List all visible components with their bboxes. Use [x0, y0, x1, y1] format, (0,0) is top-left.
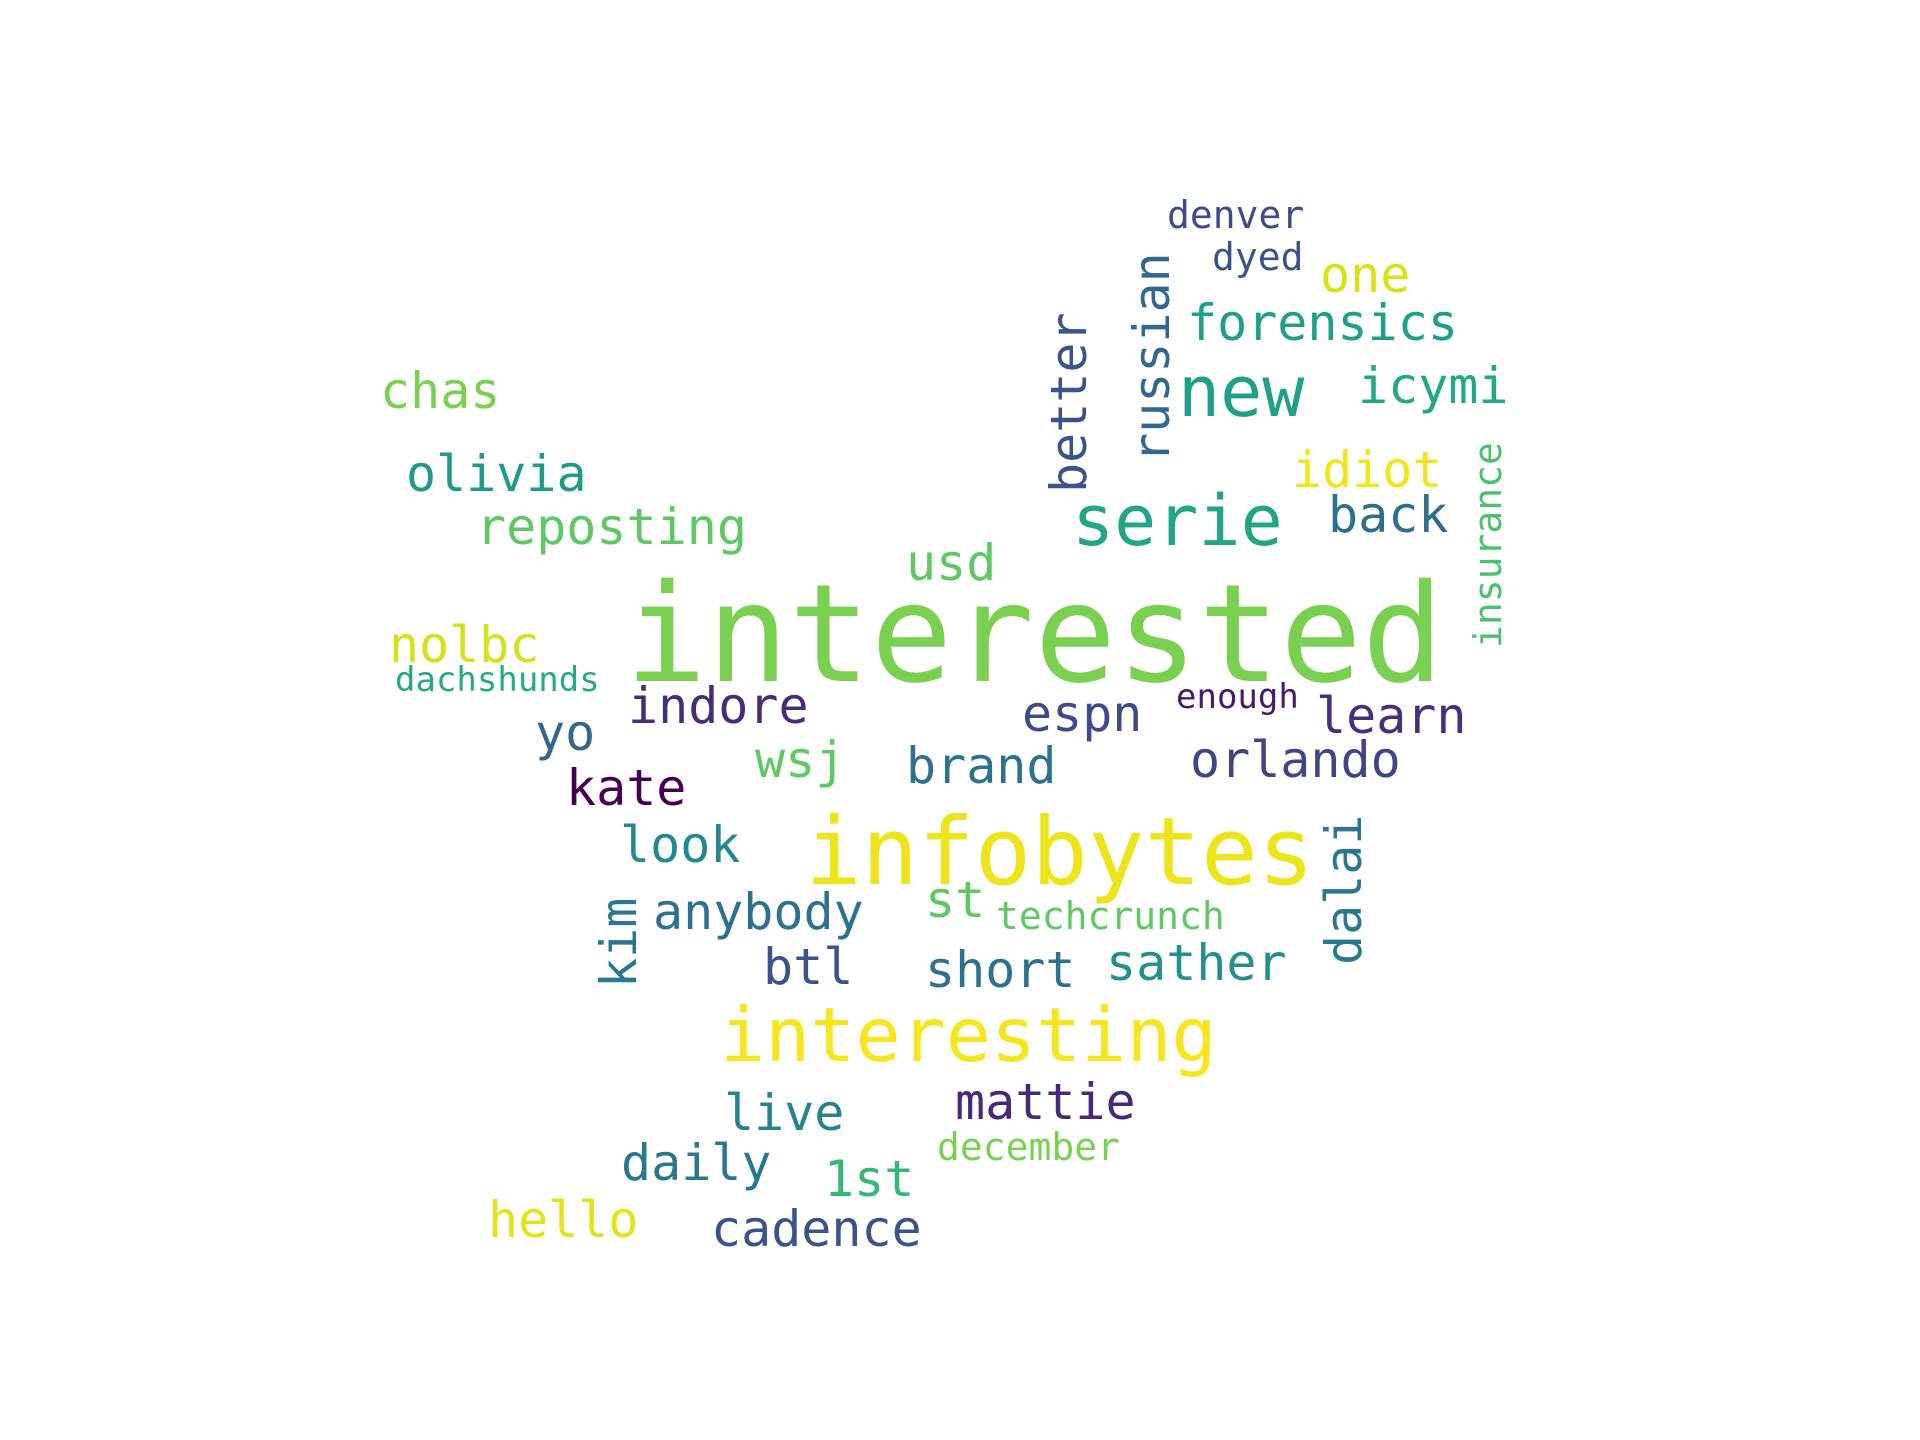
- word-kate: kate: [566, 759, 687, 817]
- word-better: better: [1040, 312, 1098, 493]
- word-forensics: forensics: [1187, 294, 1458, 352]
- word-olivia: olivia: [406, 445, 587, 503]
- word-espn: espn: [1022, 685, 1143, 743]
- word-icymi: icymi: [1358, 357, 1509, 415]
- word-chas: chas: [380, 362, 501, 420]
- word-interested: interested: [625, 556, 1444, 714]
- word-dalai: dalai: [1315, 814, 1373, 965]
- word-orlando: orlando: [1190, 731, 1401, 789]
- word-live: live: [724, 1084, 845, 1142]
- word-infobytes: infobytes: [805, 798, 1315, 907]
- word-idiot: idiot: [1292, 441, 1443, 499]
- word-russian: russian: [1123, 252, 1181, 463]
- word-brand: brand: [906, 737, 1057, 795]
- word-one: one: [1320, 246, 1411, 304]
- word-serie: serie: [1072, 480, 1283, 562]
- word-mattie: mattie: [955, 1073, 1136, 1131]
- word-interesting: interesting: [720, 991, 1217, 1079]
- word-cadence: cadence: [711, 1200, 922, 1258]
- word-enough: enough: [1176, 677, 1299, 717]
- word-btl: btl: [763, 938, 854, 996]
- word-back: back: [1328, 486, 1449, 544]
- word-hello: hello: [488, 1191, 639, 1249]
- word-dachshunds: dachshunds: [395, 660, 600, 700]
- word-december: december: [937, 1125, 1121, 1169]
- word-look: look: [620, 816, 741, 874]
- word-anybody: anybody: [653, 883, 864, 941]
- word-1st: 1st: [824, 1150, 915, 1208]
- word-usd: usd: [906, 534, 997, 592]
- word-insurance: insurance: [1466, 442, 1510, 648]
- word-learn: learn: [1316, 687, 1467, 745]
- word-sather: sather: [1106, 934, 1287, 992]
- word-techcrunch: techcrunch: [996, 894, 1225, 938]
- word-nolbc: nolbc: [389, 616, 540, 674]
- word-wsj: wsj: [755, 731, 846, 789]
- word-kim: kim: [590, 897, 648, 988]
- word-reposting: reposting: [476, 498, 747, 556]
- word-new: new: [1178, 351, 1305, 433]
- word-dyed: dyed: [1212, 235, 1304, 279]
- word-st: st: [925, 871, 986, 929]
- word-daily: daily: [621, 1134, 772, 1192]
- word-denver: denver: [1167, 193, 1305, 237]
- word-short: short: [925, 941, 1076, 999]
- word-indore: indore: [628, 677, 809, 735]
- word-yo: yo: [535, 704, 596, 762]
